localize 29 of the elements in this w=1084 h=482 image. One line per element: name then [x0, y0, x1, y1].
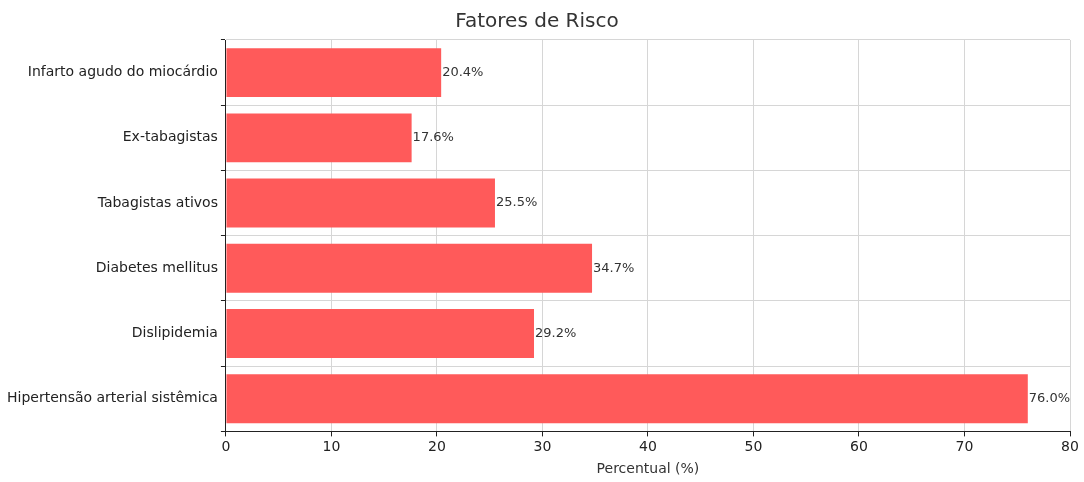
x-tick-label: 0 [221, 438, 231, 455]
y-tick-label: Infarto agudo do miocárdio [27, 63, 218, 80]
y-tick-label: Ex-tabagistas [122, 128, 218, 145]
bar [226, 48, 442, 98]
bar [226, 178, 495, 228]
bar [226, 243, 593, 293]
data-label: 17.6% [412, 129, 454, 145]
y-tick-label: Dislipidemia [131, 324, 218, 341]
data-label: 76.0% [1028, 390, 1071, 406]
data-label: 34.7% [593, 259, 635, 275]
x-tick-label: 50 [744, 438, 763, 455]
x-tick-label: 80 [1061, 438, 1079, 455]
bar [226, 309, 535, 359]
x-axis-title: Percentual (%) [596, 460, 700, 477]
x-tick-label: 70 [955, 438, 974, 455]
x-tick-label: 10 [322, 438, 341, 455]
x-tick-label: 60 [850, 438, 868, 455]
y-tick-label: Hipertensão arterial sistêmica [6, 389, 218, 406]
x-tick-label: 30 [533, 438, 552, 455]
x-tick-label: 40 [639, 438, 657, 455]
chart-title: Fatores de Risco [455, 8, 619, 33]
data-label: 20.4% [442, 63, 484, 79]
x-tick-label: 20 [428, 438, 446, 455]
y-tick-label: Diabetes mellitus [95, 258, 218, 275]
data-label: 29.2% [535, 324, 577, 340]
bar [226, 113, 412, 163]
bar [226, 374, 1028, 424]
data-label: 25.5% [495, 194, 538, 210]
y-tick-label: Tabagistas ativos [96, 193, 218, 210]
